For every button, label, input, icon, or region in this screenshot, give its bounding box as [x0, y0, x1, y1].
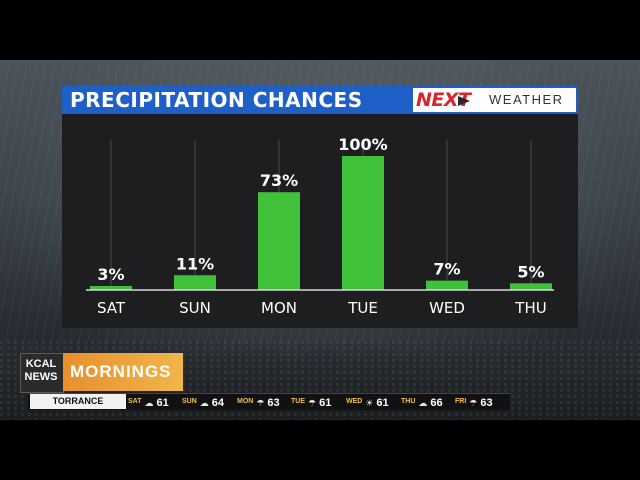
- day-label: TUE: [347, 299, 378, 317]
- bar-sat: [90, 285, 132, 290]
- brand-arrow-icon: [458, 96, 470, 106]
- show-name: MORNINGS: [70, 362, 172, 381]
- forecast-ticker: [28, 393, 510, 410]
- cloud-icon: ☁: [418, 398, 428, 408]
- forecast-day-name: THU: [401, 398, 416, 405]
- forecast-temp: 61: [156, 397, 169, 409]
- forecast-day: SAT ☁ 61: [128, 394, 169, 409]
- forecast-day-name: MON: [237, 398, 254, 405]
- forecast-day: MON ☂ 63: [237, 394, 280, 409]
- city-name: TORRANCE: [52, 396, 104, 406]
- day-label: THU: [514, 299, 546, 317]
- forecast-temp: 63: [267, 397, 280, 409]
- sun-icon: ☀: [365, 398, 374, 408]
- forecast-day-name: WED: [346, 398, 363, 405]
- value-label: 73%: [260, 171, 298, 190]
- bar-tue: [342, 156, 384, 290]
- forecast-day: SUN ☁ 64: [182, 394, 224, 409]
- logo-line-2: NEWS: [24, 371, 58, 383]
- rain-cloud-icon: ☂: [469, 398, 478, 408]
- forecast-day-name: SUN: [182, 398, 197, 405]
- bar-wed: [426, 280, 468, 290]
- kcal-news-logo-text: KCAL NEWS: [23, 358, 59, 384]
- value-label: 11%: [176, 254, 214, 273]
- forecast-temp: 64: [211, 397, 225, 409]
- forecast-day: WED ☀ 61: [346, 394, 389, 409]
- city-box: [30, 394, 126, 409]
- bar-mon: [258, 192, 300, 290]
- storm-cloud-icon: ☂: [308, 398, 317, 408]
- forecast-temp: 61: [376, 397, 389, 409]
- value-label: 3%: [97, 265, 124, 284]
- value-label: 5%: [517, 262, 544, 281]
- chart-title: PRECIPITATION CHANCES: [70, 88, 363, 112]
- forecast-temp: 66: [430, 397, 443, 409]
- brand-weather-text: WEATHER: [489, 92, 564, 107]
- chart-panel: [62, 86, 578, 328]
- next-weather-logo: [413, 88, 576, 112]
- forecast-day: TUE ☂ 61: [291, 394, 331, 409]
- day-label: MON: [261, 299, 297, 317]
- value-label: 100%: [338, 135, 387, 154]
- cloud-sun-icon: ☁: [144, 398, 154, 408]
- day-label: SUN: [179, 299, 211, 317]
- forecast-day: FRI ☂ 63: [455, 394, 493, 409]
- cloud-icon: ☁: [199, 398, 209, 408]
- forecast-day-name: SAT: [128, 398, 142, 405]
- logo-line-1: KCAL: [25, 358, 57, 370]
- rain-cloud-icon: ☂: [256, 398, 265, 408]
- forecast-temp: 61: [319, 397, 332, 409]
- forecast-day-name: FRI: [455, 398, 467, 405]
- forecast-day: THU ☁ 66: [401, 394, 443, 409]
- show-name-bar: [63, 353, 183, 391]
- bar-sun: [174, 275, 216, 290]
- forecast-temp: 63: [480, 397, 493, 409]
- precipitation-bar-chart: 3% SAT 11% SUN 73% MON 100% TUE 7% WED 5% THU: [86, 135, 554, 317]
- bar-thu: [510, 283, 552, 290]
- day-label: SAT: [97, 299, 126, 317]
- day-label: WED: [429, 299, 465, 317]
- value-label: 7%: [433, 260, 460, 279]
- forecast-day-name: TUE: [291, 398, 305, 405]
- brand-next-text: NEXT: [416, 89, 471, 111]
